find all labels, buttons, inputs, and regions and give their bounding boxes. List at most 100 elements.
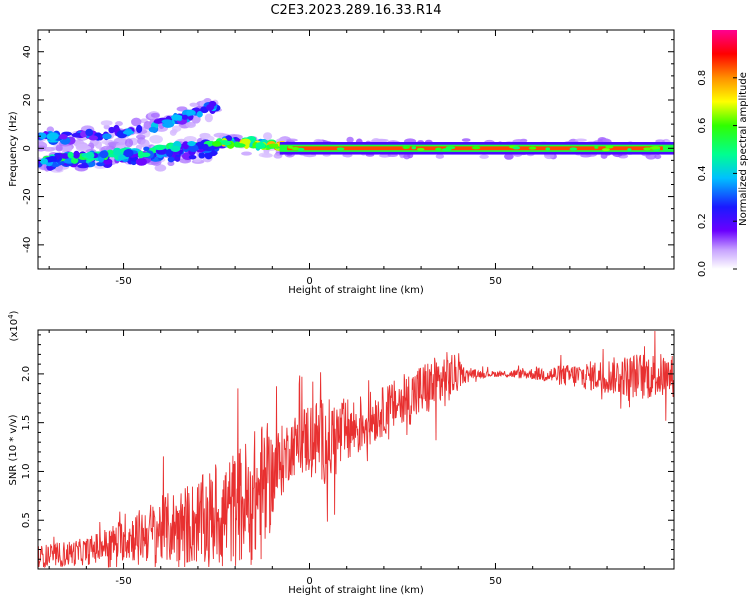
x-tick-label: 50	[489, 276, 502, 287]
heatmap-blob	[148, 126, 158, 133]
heatmap-blob	[166, 148, 173, 158]
spectrogram-frame	[37, 29, 675, 270]
heatmap-blob	[140, 152, 151, 158]
heatmap-blob	[512, 146, 521, 150]
heatmap-halo	[461, 138, 471, 142]
heatmap-blob	[47, 156, 57, 162]
snr-y-axis-label: SNR (10 * v/v)	[8, 414, 19, 485]
heatmap-halo	[55, 144, 63, 152]
heatmap-blob	[291, 147, 300, 151]
y-tick-label: 2.0	[21, 366, 32, 382]
spectrogram-panel: -50 0 50 -40 -20 0 20 40 Height of straight lin…	[8, 29, 675, 296]
heatmap-blob	[136, 124, 143, 133]
snr-ticks: -50 0 50 0.5 1.0 1.5 2.0	[21, 330, 674, 587]
spectrogram-ticks: -50 0 50 -40 -20 0 20 40	[22, 30, 674, 287]
heatmap-halo	[154, 164, 167, 172]
y-tick-label: -20	[22, 188, 33, 204]
heatmap-blob	[402, 145, 410, 149]
heatmap-halo	[479, 154, 489, 159]
y-tick-label: 0.5	[21, 512, 32, 528]
heatmap-blob	[650, 146, 661, 150]
heatmap-blob	[196, 111, 203, 118]
heatmap-halo	[258, 152, 271, 158]
heatmap-blob	[605, 145, 614, 149]
heatmap-halo	[94, 140, 102, 149]
heatmap-blob	[85, 128, 94, 137]
heatmap-blob	[112, 147, 122, 156]
heatmap-halo	[167, 160, 175, 167]
colorbar-label: Normalized spectral amplitude	[738, 72, 749, 226]
heatmap-blob	[171, 114, 183, 121]
x-tick-label: 0	[306, 576, 312, 587]
heatmap-halo	[286, 138, 298, 142]
heatmap-blob	[59, 134, 68, 140]
snr-frame	[37, 329, 675, 570]
heatmap-halo	[124, 138, 134, 148]
heatmap-blob	[96, 162, 105, 167]
colorbar-tick-label: 0.6	[697, 118, 708, 134]
heatmap-blob	[39, 158, 48, 165]
heatmap-blob	[81, 162, 88, 168]
heatmap-blob	[416, 147, 425, 151]
heatmap-blob	[545, 147, 551, 151]
heatmap-blob	[108, 126, 115, 134]
figure-title: C2E3.2023.289.16.33.R14	[270, 3, 441, 18]
heatmap-blob	[46, 165, 54, 171]
colorbar-tick-label: 0.8	[697, 70, 708, 86]
heatmap-halo	[574, 138, 587, 142]
heatmap-halo	[504, 153, 514, 160]
heatmap-blob	[233, 143, 246, 148]
y-tick-label: 1.5	[21, 415, 32, 431]
heatmap-blob	[102, 133, 112, 140]
heatmap-halo	[204, 98, 212, 104]
heatmap-halo	[103, 124, 110, 130]
heatmap-blob	[187, 141, 196, 147]
heatmap-halo	[241, 151, 252, 156]
heatmap-halo	[655, 139, 666, 143]
heatmap-blob	[528, 146, 537, 150]
y-tick-label: -40	[22, 237, 33, 253]
heatmap-blob	[336, 147, 345, 151]
snr-y-multiplier: (x104)	[7, 310, 20, 341]
heatmap-blob	[569, 147, 578, 151]
heatmap-halo	[115, 121, 123, 127]
heatmap-halo	[435, 153, 445, 159]
heatmap-halo	[273, 153, 283, 159]
heatmap-halo	[213, 132, 228, 138]
heatmap-halo	[100, 120, 113, 126]
heatmap-halo	[263, 132, 273, 141]
heatmap-halo	[185, 121, 196, 129]
spectrogram-heatmap	[38, 98, 674, 173]
heatmap-blob	[153, 144, 166, 151]
heatmap-blob	[594, 145, 599, 149]
heatmap-blob	[241, 138, 251, 146]
heatmap-blob	[38, 132, 47, 140]
heatmap-blob	[206, 104, 215, 111]
heatmap-halo	[204, 113, 213, 123]
y-tick-label: 20	[22, 94, 33, 107]
heatmap-halo	[346, 136, 354, 143]
colorbar-tick-label: 0.2	[697, 213, 708, 229]
heatmap-blob	[143, 146, 150, 152]
heatmap-blob	[135, 158, 147, 166]
y-tick-label: 0	[22, 145, 33, 151]
heatmap-halo	[140, 139, 150, 149]
y-tick-label: 1.0	[21, 463, 32, 479]
snr-panel: -50 0 50 0.5 1.0 1.5 2.0 Height of straight li…	[7, 310, 675, 596]
heatmap-blob	[122, 130, 135, 135]
heatmap-blob	[188, 154, 197, 160]
heatmap-blob	[186, 109, 196, 116]
heatmap-blob	[46, 132, 59, 141]
spectrogram-x-axis-label: Height of straight line (km)	[288, 285, 424, 296]
heatmap-blob	[602, 148, 610, 152]
heatmap-halo	[189, 102, 198, 107]
heatmap-blob	[67, 151, 74, 159]
heatmap-blob	[268, 143, 281, 148]
colorbar: 0.0 0.2 0.4 0.6 0.8 Normalized spectral ampl…	[697, 30, 749, 277]
heatmap-blob	[435, 147, 442, 151]
heatmap-blob	[255, 142, 266, 149]
heatmap-blob	[643, 147, 652, 151]
heatmap-blob	[123, 149, 134, 158]
colorbar-tick-label: 0.0	[697, 261, 708, 277]
